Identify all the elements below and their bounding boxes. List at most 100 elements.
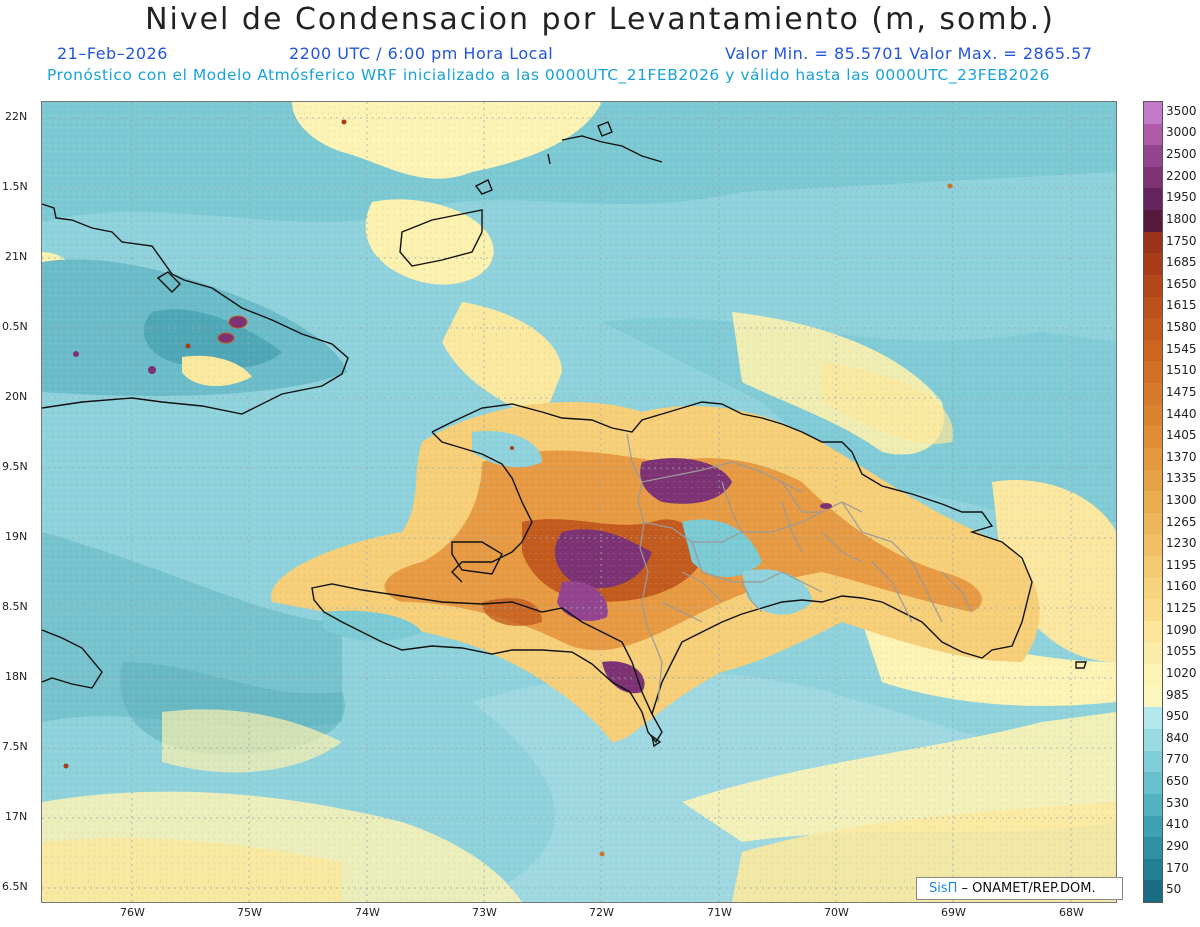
colorbar-swatch <box>1144 188 1162 211</box>
colorbar-swatch <box>1144 383 1162 406</box>
colorbar-swatch <box>1144 231 1162 254</box>
colorbar-swatch <box>1144 512 1162 535</box>
lat-label: 19N <box>5 530 28 543</box>
value-range: Valor Min. = 85.5701 Valor Max. = 2865.5… <box>725 44 1093 63</box>
lat-label: 20N <box>5 390 28 403</box>
coastlines <box>42 121 1087 748</box>
map-canvas <box>42 102 1116 902</box>
colorbar-label: 1125 <box>1166 601 1197 616</box>
colorbar-swatch <box>1144 491 1162 514</box>
colorbar-swatch <box>1144 469 1162 492</box>
colorbar-swatch <box>1144 707 1162 730</box>
colorbar-swatch <box>1144 426 1162 449</box>
colorbar-label: 1510 <box>1166 363 1197 378</box>
colorbar-label: 3000 <box>1166 125 1197 140</box>
lat-label: 22N <box>5 110 28 123</box>
lon-label: 73W <box>472 906 497 919</box>
colorbar-swatch <box>1144 447 1162 471</box>
colorbar-label: 1685 <box>1166 255 1197 270</box>
lcl-map <box>41 101 1117 903</box>
colorbar-label: 1300 <box>1166 493 1197 507</box>
colorbar-swatch <box>1144 772 1162 795</box>
colorbar-swatch <box>1144 642 1162 665</box>
map-title: Nivel de Condensacion por Levantamiento … <box>145 2 1055 37</box>
lon-label: 69W <box>941 906 966 919</box>
lat-label: 18N <box>5 670 28 683</box>
lon-label: 72W <box>589 906 614 919</box>
colorbar-label: 840 <box>1166 730 1189 745</box>
colorbar-swatch <box>1144 599 1162 622</box>
colorbar-label: 1160 <box>1166 579 1197 594</box>
lon-label: 68W <box>1059 906 1084 919</box>
lon-label: 75W <box>237 906 262 919</box>
colorbar-swatch <box>1144 793 1162 816</box>
lon-label: 76W <box>120 906 145 919</box>
colorbar-label: 1370 <box>1166 449 1197 464</box>
colorbar-label: 1950 <box>1166 190 1197 205</box>
forecast-info: Pronóstico con el Modelo Atmósferico WRF… <box>47 66 1050 84</box>
colorbar-swatch <box>1144 404 1162 427</box>
colorbar-label: 2200 <box>1166 168 1197 183</box>
colorbar-label: 950 <box>1166 709 1189 724</box>
colorbar-swatch <box>1144 534 1162 557</box>
colorbar-label: 530 <box>1166 795 1189 810</box>
colorbar-label: 1230 <box>1166 536 1197 551</box>
colorbar-swatch <box>1144 274 1162 298</box>
colorbar-swatch <box>1144 123 1162 146</box>
colorbar-swatch <box>1144 880 1162 903</box>
lat-label: 8.5N <box>2 600 28 613</box>
lon-label: 74W <box>355 906 380 919</box>
colorbar-label: 3500 <box>1166 103 1197 118</box>
credit-text: – ONAMET/REP.DOM. <box>957 881 1096 896</box>
colorbar-label: 1475 <box>1166 384 1197 399</box>
colorbar-swatch <box>1144 577 1162 600</box>
colorbar-swatch <box>1144 318 1162 341</box>
colorbar-swatch <box>1144 102 1162 125</box>
colorbar-label: 290 <box>1166 838 1189 853</box>
lat-label: 0.5N <box>2 320 28 333</box>
colorbar-label: 1580 <box>1166 320 1197 335</box>
colorbar-label: 170 <box>1166 860 1189 875</box>
colorbar-label: 1615 <box>1166 298 1197 313</box>
colorbar-label: 50 <box>1166 882 1182 897</box>
colorbar-swatch <box>1144 253 1162 276</box>
lon-label: 71W <box>707 906 732 919</box>
colorbar-label: 1335 <box>1166 471 1197 486</box>
lat-label: 1.5N <box>2 180 28 193</box>
peak-dots <box>63 119 953 857</box>
colorbar-label: 1440 <box>1166 406 1197 421</box>
valid-time: 2200 UTC / 6:00 pm Hora Local <box>289 44 554 63</box>
lon-label: 70W <box>824 906 849 919</box>
lat-label: 9.5N <box>2 460 28 473</box>
colorbar-swatch <box>1144 145 1162 168</box>
colorbar-swatch <box>1144 556 1162 579</box>
colorbar-swatch <box>1144 729 1162 752</box>
lat-label: 21N <box>5 250 28 263</box>
colorbar-swatch <box>1144 166 1162 189</box>
colorbar-label: 1055 <box>1166 644 1197 659</box>
colorbar-label: 1545 <box>1166 341 1197 356</box>
lat-label: 6.5N <box>2 880 28 893</box>
colorbar-label: 1195 <box>1166 557 1197 572</box>
colorbar-swatch <box>1144 296 1162 319</box>
colorbar-swatch <box>1144 664 1162 687</box>
credit-box: SisΠ – ONAMET/REP.DOM. <box>916 877 1123 900</box>
colorbar-label: 1020 <box>1166 665 1197 680</box>
colorbar-label: 650 <box>1166 774 1189 789</box>
province-borders <box>626 433 973 703</box>
colorbar-label: 1750 <box>1166 233 1197 248</box>
colorbar-label: 1265 <box>1166 514 1197 529</box>
colorbar-swatch <box>1144 858 1162 881</box>
colorbar-label: 985 <box>1166 687 1189 702</box>
colorbar-label: 2500 <box>1166 147 1197 162</box>
colorbar-swatch <box>1144 750 1162 773</box>
lat-label: 7.5N <box>2 740 28 753</box>
colorbar-label: 1405 <box>1166 428 1197 443</box>
lat-label: 17N <box>5 810 28 823</box>
colorbar-label: 410 <box>1166 817 1189 832</box>
colorbar-swatch <box>1144 815 1162 838</box>
colorbar-label: 1090 <box>1166 622 1197 637</box>
colorbar-swatch <box>1144 620 1162 644</box>
colorbar-label: 770 <box>1166 752 1189 767</box>
valid-date: 21–Feb–2026 <box>57 44 168 63</box>
